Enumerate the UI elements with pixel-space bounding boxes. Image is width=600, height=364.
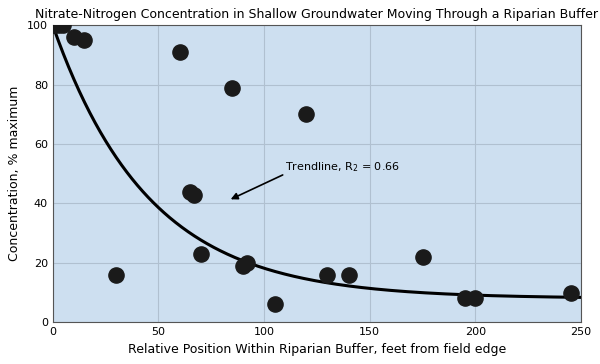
Point [59,22,68,28]
Point [566,290,575,296]
Point [175,49,184,55]
Point [227,85,237,91]
Point [80,37,89,43]
Point [242,260,252,266]
Point [69,34,79,40]
Point [418,254,427,260]
Point [185,189,195,194]
Point [460,296,470,301]
Point [470,296,480,301]
Point [112,272,121,278]
Point [344,272,353,278]
Point [54,22,64,28]
Point [190,191,199,197]
Point [48,22,58,28]
Y-axis label: Concentration, % maximum: Concentration, % maximum [8,86,22,261]
X-axis label: Relative Position Within Riparian Buffer, feet from field edge: Relative Position Within Riparian Buffer… [128,343,506,356]
Point [50,22,59,28]
Text: Trendline, R$_2$ = 0.66: Trendline, R$_2$ = 0.66 [285,160,400,174]
Point [196,251,205,257]
Point [302,111,311,117]
Point [270,301,280,307]
Title: Nitrate-Nitrogen Concentration in Shallow Groundwater Moving Through a Riparian : Nitrate-Nitrogen Concentration in Shallo… [35,8,598,21]
Point [238,263,248,269]
Point [323,272,332,278]
